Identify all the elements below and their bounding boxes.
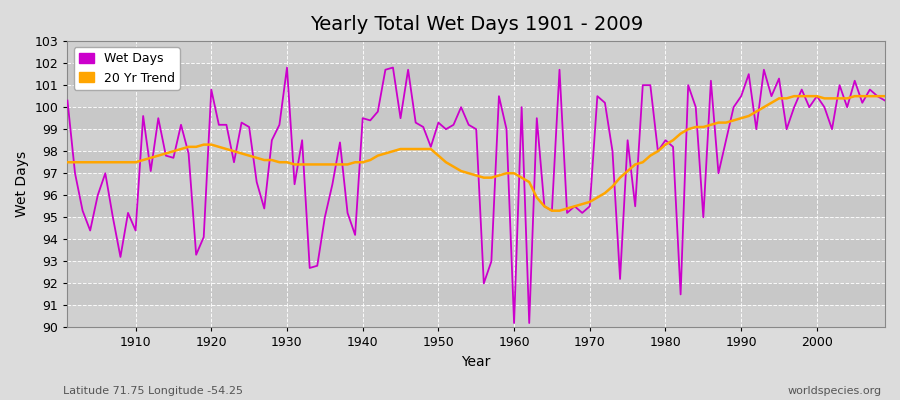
Bar	[68, 173, 885, 195]
Wet Days	[342, 210, 353, 215]
20 Yr Trend	[546, 208, 557, 213]
Wet Days	[517, 105, 527, 110]
Wet Days	[297, 138, 308, 143]
Bar	[68, 261, 885, 283]
Y-axis label: Wet Days: Wet Days	[15, 151, 29, 217]
Legend: Wet Days, 20 Yr Trend: Wet Days, 20 Yr Trend	[74, 47, 180, 90]
Wet Days	[615, 276, 626, 281]
Bar	[68, 239, 885, 261]
Bar	[68, 283, 885, 305]
20 Yr Trend	[501, 171, 512, 176]
20 Yr Trend	[608, 184, 618, 189]
Bar	[68, 195, 885, 217]
Title: Yearly Total Wet Days 1901 - 2009: Yearly Total Wet Days 1901 - 2009	[310, 15, 643, 34]
20 Yr Trend	[62, 160, 73, 165]
20 Yr Trend	[879, 94, 890, 98]
20 Yr Trend	[122, 160, 133, 165]
Bar	[68, 107, 885, 129]
Line: Wet Days: Wet Days	[68, 68, 885, 323]
Bar	[68, 41, 885, 63]
Wet Days	[122, 210, 133, 215]
X-axis label: Year: Year	[462, 355, 490, 369]
Text: Latitude 71.75 Longitude -54.25: Latitude 71.75 Longitude -54.25	[63, 386, 243, 396]
Wet Days	[282, 65, 292, 70]
Bar	[68, 305, 885, 328]
20 Yr Trend	[289, 162, 300, 167]
Text: worldspecies.org: worldspecies.org	[788, 386, 882, 396]
20 Yr Trend	[335, 162, 346, 167]
Line: 20 Yr Trend: 20 Yr Trend	[68, 96, 885, 211]
Bar	[68, 217, 885, 239]
Wet Days	[62, 98, 73, 103]
20 Yr Trend	[508, 171, 519, 176]
Wet Days	[508, 321, 519, 326]
20 Yr Trend	[788, 94, 799, 98]
Wet Days	[879, 98, 890, 103]
Bar	[68, 85, 885, 107]
Bar	[68, 63, 885, 85]
Bar	[68, 151, 885, 173]
Wet Days	[524, 321, 535, 326]
Bar	[68, 129, 885, 151]
